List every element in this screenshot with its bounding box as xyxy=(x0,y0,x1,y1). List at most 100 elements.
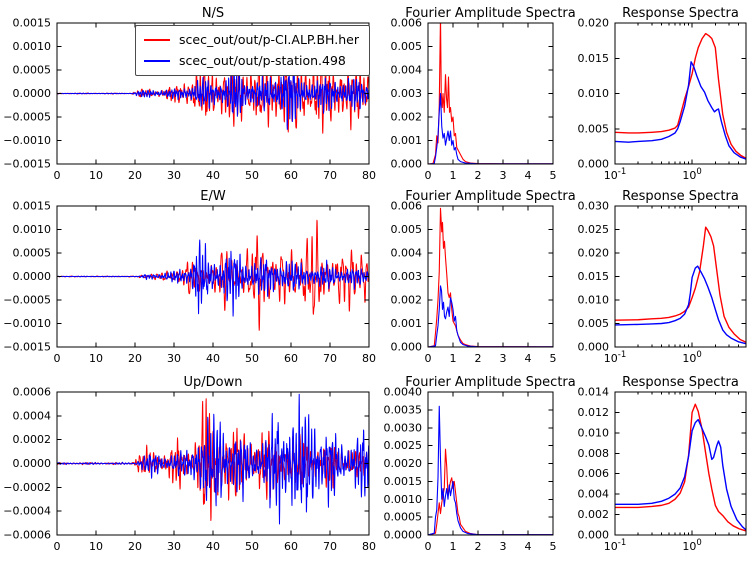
svg-text:0.0000: 0.0000 xyxy=(13,457,52,470)
svg-text:0: 0 xyxy=(425,352,432,365)
chart-canvas-ud-fourier: 0 1 2 3 4 5 0.0000 0.0005 0.0010 0.0015 0.0020 0.00… xyxy=(384,375,576,553)
svg-text:40: 40 xyxy=(206,540,220,553)
svg-text:0.005: 0.005 xyxy=(391,40,423,53)
svg-text:30: 30 xyxy=(167,540,181,553)
svg-text:Fourier Amplitude Spectra: Fourier Amplitude Spectra xyxy=(405,6,575,21)
svg-text:0.0005: 0.0005 xyxy=(13,64,52,77)
chart-canvas-ns-response: 10-1 100 0.000 0.005 0.010 0.015 0.020 Response… xyxy=(578,6,747,182)
svg-text:0.0000: 0.0000 xyxy=(384,529,423,542)
subplot-ns-response: 10-1 100 0.000 0.005 0.010 0.015 0.020 Response… xyxy=(578,6,747,182)
svg-text:60: 60 xyxy=(284,352,298,365)
svg-text:Fourier Amplitude Spectra: Fourier Amplitude Spectra xyxy=(405,189,575,204)
blue-line-sample-icon xyxy=(144,59,170,62)
svg-text:0.0005: 0.0005 xyxy=(13,247,52,260)
svg-text:5: 5 xyxy=(550,352,557,365)
svg-text:10: 10 xyxy=(89,352,103,365)
svg-text:0.014: 0.014 xyxy=(578,386,610,399)
svg-text:0.020: 0.020 xyxy=(578,247,610,260)
svg-text:0.0002: 0.0002 xyxy=(13,433,52,446)
svg-text:0.020: 0.020 xyxy=(578,17,610,30)
svg-text:0.004: 0.004 xyxy=(391,64,423,77)
svg-text:20: 20 xyxy=(128,169,142,182)
legend-entry-red: scec_out/out/p-CI.ALP.BH.her xyxy=(144,30,359,49)
svg-text:−0.0005: −0.0005 xyxy=(3,111,51,124)
svg-text:0.003: 0.003 xyxy=(391,87,423,100)
svg-text:0.0025: 0.0025 xyxy=(384,439,423,452)
svg-text:2: 2 xyxy=(475,169,482,182)
chart-canvas-ns-waveform: 0 10 20 30 40 50 60 70 80 −0.0015 −0.0010 −0.0005 0.… xyxy=(3,6,376,182)
subplot-ns-fourier: 0 1 2 3 4 5 0.000 0.001 0.002 0.003 0.004 0.005 0.00… xyxy=(391,6,576,182)
svg-text:0.002: 0.002 xyxy=(578,508,610,521)
svg-text:−0.0005: −0.0005 xyxy=(3,294,51,307)
red-line-sample-icon xyxy=(144,38,170,41)
svg-text:0.0030: 0.0030 xyxy=(384,421,423,434)
svg-text:−0.0010: −0.0010 xyxy=(3,134,51,147)
svg-text:0.006: 0.006 xyxy=(391,17,423,30)
svg-text:0.004: 0.004 xyxy=(578,488,610,501)
svg-text:40: 40 xyxy=(206,169,220,182)
svg-text:60: 60 xyxy=(284,540,298,553)
svg-text:0.003: 0.003 xyxy=(391,270,423,283)
svg-text:0.010: 0.010 xyxy=(578,87,610,100)
svg-text:0.010: 0.010 xyxy=(578,294,610,307)
svg-text:0.0015: 0.0015 xyxy=(384,475,423,488)
svg-text:5: 5 xyxy=(550,540,557,553)
svg-text:0.000: 0.000 xyxy=(391,341,423,354)
svg-text:70: 70 xyxy=(323,540,337,553)
chart-canvas-ew-response: 10-1 100 0.000 0.005 0.010 0.015 0.020 0.025 0.0… xyxy=(578,189,747,365)
svg-text:50: 50 xyxy=(245,169,259,182)
subplot-ew-waveform: 0 10 20 30 40 50 60 70 80 −0.0015 −0.0010 −0.0005 0.… xyxy=(3,189,376,365)
svg-text:1: 1 xyxy=(450,169,457,182)
svg-text:100: 100 xyxy=(682,350,701,365)
legend-entry-blue: scec_out/out/p-station.498 xyxy=(144,51,359,70)
svg-text:0: 0 xyxy=(425,169,432,182)
svg-text:1: 1 xyxy=(450,540,457,553)
svg-text:100: 100 xyxy=(682,167,701,182)
svg-text:4: 4 xyxy=(525,352,532,365)
legend-label-red: scec_out/out/p-CI.ALP.BH.her xyxy=(179,32,359,47)
subplot-updown-response: 10-1 100 0.000 0.002 0.004 0.006 0.008 0.010 0.0… xyxy=(578,375,747,553)
svg-text:0.030: 0.030 xyxy=(578,200,610,213)
svg-text:Up/Down: Up/Down xyxy=(184,375,243,390)
svg-text:10: 10 xyxy=(89,540,103,553)
svg-text:0.012: 0.012 xyxy=(578,406,610,419)
legend: scec_out/out/p-CI.ALP.BH.her scec_out/ou… xyxy=(135,25,370,76)
svg-text:10-1: 10-1 xyxy=(604,538,626,553)
svg-text:0.0000: 0.0000 xyxy=(13,270,52,283)
svg-text:Response Spectra: Response Spectra xyxy=(622,189,739,204)
svg-text:0.0010: 0.0010 xyxy=(13,40,52,53)
svg-text:0.0010: 0.0010 xyxy=(384,493,423,506)
svg-text:0.002: 0.002 xyxy=(391,294,423,307)
svg-text:−0.0002: −0.0002 xyxy=(3,481,51,494)
svg-text:4: 4 xyxy=(525,540,532,553)
svg-text:0.0006: 0.0006 xyxy=(13,386,52,399)
svg-text:70: 70 xyxy=(323,169,337,182)
svg-text:1: 1 xyxy=(450,352,457,365)
svg-text:4: 4 xyxy=(525,169,532,182)
svg-text:0.000: 0.000 xyxy=(391,158,423,171)
svg-text:0.0020: 0.0020 xyxy=(384,457,423,470)
legend-label-blue: scec_out/out/p-station.498 xyxy=(179,53,346,68)
svg-text:0.008: 0.008 xyxy=(578,447,610,460)
svg-text:0.001: 0.001 xyxy=(391,317,423,330)
svg-text:3: 3 xyxy=(500,169,507,182)
svg-text:0.006: 0.006 xyxy=(578,467,610,480)
svg-text:40: 40 xyxy=(206,352,220,365)
svg-text:E/W: E/W xyxy=(200,189,226,204)
svg-text:−0.0010: −0.0010 xyxy=(3,317,51,330)
chart-canvas-ud-waveform: 0 10 20 30 40 50 60 70 80 −0.0006 −0.0004 −0.0002 0.… xyxy=(3,375,376,553)
svg-text:Response Spectra: Response Spectra xyxy=(622,6,739,21)
svg-text:0.015: 0.015 xyxy=(578,270,610,283)
svg-text:0: 0 xyxy=(425,540,432,553)
subplot-updown-waveform: 0 10 20 30 40 50 60 70 80 −0.0006 −0.0004 −0.0002 0.… xyxy=(3,375,376,553)
svg-text:0.0015: 0.0015 xyxy=(13,17,52,30)
svg-text:0.005: 0.005 xyxy=(578,317,610,330)
svg-text:Response Spectra: Response Spectra xyxy=(622,375,739,390)
svg-text:2: 2 xyxy=(475,540,482,553)
svg-text:0.0005: 0.0005 xyxy=(384,511,423,524)
svg-text:3: 3 xyxy=(500,352,507,365)
svg-text:−0.0006: −0.0006 xyxy=(3,529,51,542)
svg-text:−0.0004: −0.0004 xyxy=(3,505,51,518)
subplot-ew-response: 10-1 100 0.000 0.005 0.010 0.015 0.020 0.025 0.0… xyxy=(578,189,747,365)
